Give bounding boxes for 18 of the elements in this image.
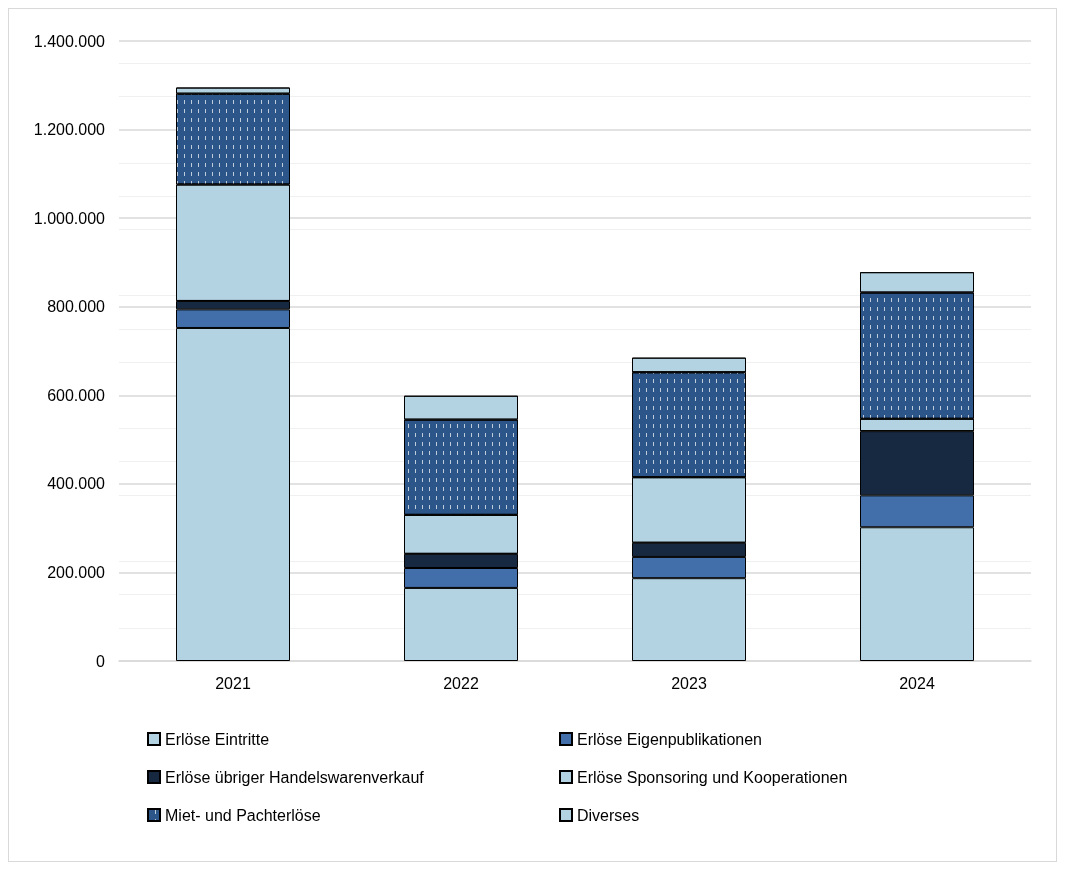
x-tick-label: 2021 [215,674,251,692]
legend-label: Diverses [577,806,640,824]
y-tick-label: 1.200.000 [33,121,106,139]
y-tick-label: 400.000 [47,475,106,493]
legend-label: Miet- und Pachterlöse [165,806,321,824]
legend-label: Erlöse Sponsoring und Kooperationen [577,768,848,786]
x-tick-label: 2023 [671,674,707,692]
x-tick-label: 2024 [899,674,935,692]
y-tick-label: 800.000 [47,298,106,316]
legend-label: Erlöse Eigenpublikationen [577,730,763,748]
y-tick-label: 0 [96,652,106,670]
legend-label: Erlöse Eintritte [165,730,270,748]
y-tick-label: 200.000 [47,563,106,581]
legend-label: Erlöse übriger Handelswarenverkauf [165,768,425,786]
x-tick-label: 2022 [443,674,479,692]
y-tick-label: 1.400.000 [33,32,106,50]
y-tick-label: 1.000.000 [33,209,106,227]
y-tick-label: 600.000 [47,386,106,404]
